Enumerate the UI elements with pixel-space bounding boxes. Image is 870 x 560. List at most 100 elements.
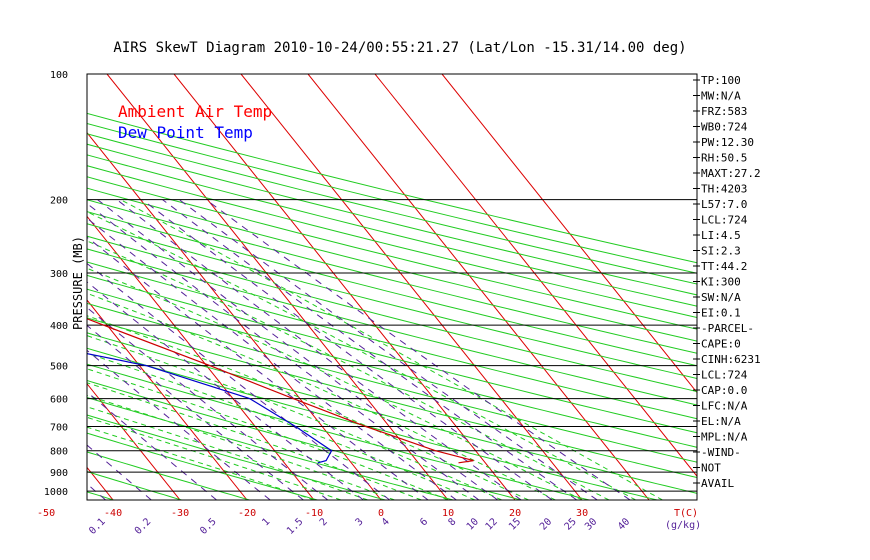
sounding-index-label: RH:50.5 — [701, 152, 747, 165]
temp-tick-label-bottom: -10 — [305, 508, 323, 519]
temp-tick-label-bottom: -40 — [104, 508, 122, 519]
sounding-index-label: MAXT:27.2 — [701, 167, 761, 180]
sounding-index-label: KI:300 — [701, 276, 741, 289]
mixing-ratio-tick-label: 3 — [354, 516, 366, 528]
temp-tick-label-bottom: -50 — [37, 508, 55, 519]
mixing-ratio-tick-label: 40 — [616, 516, 632, 532]
dry-adiabat-line — [87, 432, 318, 500]
dry-adiabat-line — [87, 332, 697, 494]
mixing-ratio-tick-label: 0.5 — [198, 516, 219, 537]
sounding-index-label: LI:4.5 — [701, 229, 741, 242]
mixing-ratio-line — [87, 349, 271, 500]
y-axis-label: PRESSURE (MB) — [71, 236, 85, 330]
sounding-index-label: MPL:N/A — [701, 431, 748, 444]
sounding-index-label: PW:12.30 — [701, 136, 754, 149]
mixing-ratio-line — [87, 217, 457, 500]
mixing-ratio-tick-label: 8 — [446, 516, 458, 528]
moist-adiabat-line — [87, 394, 395, 500]
mixing-ratio-line — [116, 199, 522, 500]
sounding-index-label: L57:7.0 — [701, 198, 747, 211]
pressure-tick-label: 100 — [50, 70, 68, 81]
moist-adiabat-line — [87, 368, 449, 500]
temp-tick-label-bottom: -30 — [171, 508, 189, 519]
dry-adiabat-line — [87, 288, 697, 448]
dry-adiabat-line — [87, 248, 697, 406]
pressure-tick-label: 500 — [50, 362, 68, 373]
dry-adiabat-line — [87, 165, 697, 319]
plot-frame — [86, 73, 698, 501]
dry-adiabat-line — [87, 302, 697, 463]
dry-adiabat-line — [87, 347, 658, 500]
pressure-tick-label: 300 — [50, 269, 68, 280]
sounding-index-label: WB0:724 — [701, 121, 748, 134]
sounding-index-label: MW:N/A — [701, 90, 741, 103]
pressure-tick-label: 800 — [50, 447, 68, 458]
ambient-temp-line — [87, 318, 474, 464]
legend-ambient-temp: Ambient Air Temp — [118, 102, 272, 121]
dry-adiabat-line — [87, 176, 697, 330]
mixing-ratio-line — [87, 324, 304, 500]
sounding-index-label: LFC:N/A — [701, 400, 748, 413]
mixing-ratio-tick-label: 10 — [465, 516, 481, 532]
temp-tick-label-bottom: 30 — [576, 508, 588, 519]
dry-adiabat-line — [87, 154, 697, 307]
pressure-tick-label: 1000 — [44, 487, 68, 498]
mixing-ratio-line — [141, 199, 553, 500]
moist-adiabat-line — [87, 240, 610, 500]
pressure-tick-label: 900 — [50, 468, 68, 479]
temp-tick-label-bottom: 20 — [509, 508, 521, 519]
sounding-index-label: SI:2.3 — [701, 245, 741, 258]
moist-adiabat-line — [87, 406, 368, 500]
mixing-ratio-tick-label: 1 — [260, 516, 272, 528]
isotherm-line — [374, 74, 697, 477]
mixing-ratio-line — [97, 199, 498, 500]
dry-adiabat-line — [87, 261, 697, 420]
sounding-index-label: NOT — [701, 462, 721, 475]
sounding-index-label: LCL:724 — [701, 369, 748, 382]
dry-adiabat-line — [87, 122, 697, 274]
dry-adiabat-line — [87, 363, 590, 500]
isotherm-line — [240, 74, 583, 500]
mixing-ratio-tick-label: 4 — [380, 516, 392, 528]
sounding-index-label: TP:100 — [701, 74, 741, 87]
mixing-ratio-tick-label: 6 — [418, 516, 430, 528]
mixing-ratio-line — [162, 199, 578, 500]
sounding-index-label: AVAIL — [701, 477, 734, 490]
temp-tick-label-bottom: -20 — [238, 508, 256, 519]
dry-adiabat-line — [87, 199, 697, 354]
isotherm-line — [307, 74, 650, 500]
moist-adiabat-line — [87, 352, 476, 500]
mixing-ratio-tick-label: 12 — [484, 516, 500, 532]
mixing-ratio-line — [87, 262, 391, 500]
temp-tick-label-bottom: 10 — [442, 508, 454, 519]
isotherm-line — [106, 74, 449, 500]
mixing-ratio-line — [87, 281, 364, 500]
mixing-ratio-unit: (g/kg) — [665, 520, 701, 531]
dry-adiabat-line — [87, 317, 697, 479]
sounding-index-label: CAP:0.0 — [701, 384, 747, 397]
moist-adiabat-line — [87, 267, 583, 500]
mixing-ratio-tick-label: 2 — [318, 516, 330, 528]
temp-tick-label-bottom: 0 — [378, 508, 384, 519]
sounding-index-label: FRZ:583 — [701, 105, 747, 118]
mixing-ratio-line — [178, 199, 598, 500]
dry-adiabat-line — [0, 74, 46, 500]
sounding-index-label: CINH:6231 — [701, 353, 761, 366]
sounding-index-label: LCL:724 — [701, 214, 748, 227]
dry-adiabat-line — [87, 143, 697, 296]
dry-adiabat-line — [87, 187, 697, 342]
dry-adiabat-line — [87, 211, 697, 367]
dry-adiabat-line — [87, 223, 697, 379]
moist-adiabat-line — [87, 382, 422, 500]
temp-axis-unit: T(C) — [674, 508, 698, 519]
mixing-ratio-line — [87, 444, 152, 500]
sounding-index-label: SW:N/A — [701, 291, 741, 304]
moist-adiabat-line — [87, 426, 315, 500]
moist-adiabat-line — [87, 416, 342, 500]
sounding-index-label: TT:44.2 — [701, 260, 747, 273]
pressure-tick-label: 200 — [50, 196, 68, 207]
sounding-index-label: -WIND- — [701, 446, 741, 459]
mixing-ratio-tick-label: 1.5 — [285, 516, 306, 537]
sounding-index-label: TH:4203 — [701, 183, 747, 196]
